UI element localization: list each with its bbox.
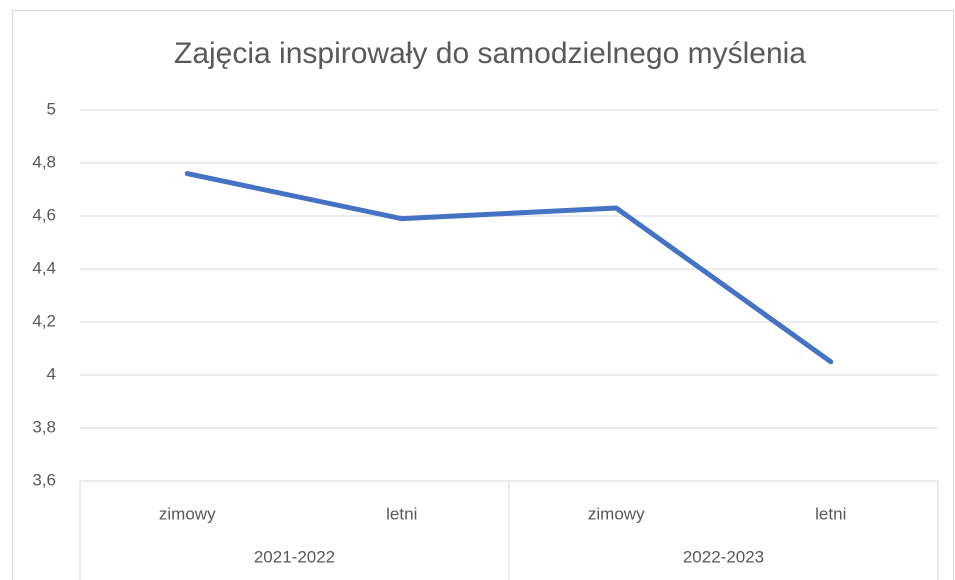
x-group-label: 2022-2023 [683, 547, 764, 566]
y-tick-label: 3,8 [32, 417, 56, 436]
y-tick-label: 5 [47, 99, 56, 118]
y-tick-label: 4,8 [32, 152, 56, 171]
y-tick-label: 4,6 [32, 205, 56, 224]
y-tick-label: 4,2 [32, 311, 56, 330]
y-tick-label: 3,6 [32, 470, 56, 489]
y-tick-label: 4,4 [32, 258, 56, 277]
series-line [184, 171, 834, 365]
chart-title: Zajęcia inspirowały do samodzielnego myś… [174, 37, 806, 70]
chart-border [12, 10, 954, 580]
y-tick-label: 4 [47, 364, 56, 383]
x-tick-label: letni [815, 504, 846, 523]
x-group-label: 2021-2022 [254, 547, 335, 566]
x-tick-label: zimowy [588, 504, 645, 523]
x-tick-label: zimowy [159, 504, 216, 523]
x-tick-label: letni [386, 504, 417, 523]
